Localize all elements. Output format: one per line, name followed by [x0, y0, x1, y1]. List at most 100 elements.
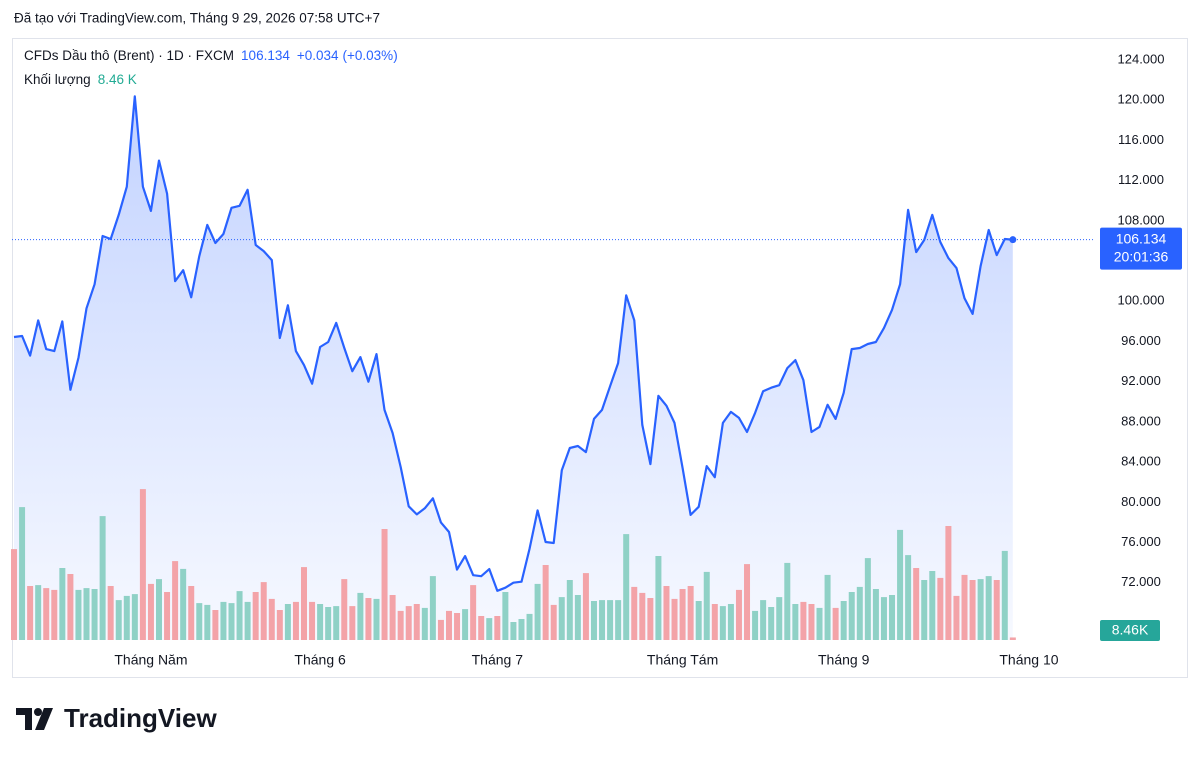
volume-bar: [977, 579, 984, 640]
volume-bar: [405, 606, 412, 640]
y-tick-label: 124.000: [1118, 52, 1165, 67]
volume-bar: [494, 616, 501, 640]
volume-bar: [703, 571, 710, 640]
volume-bar: [445, 610, 452, 640]
symbol-title: CFDs Dầu thô (Brent) · 1D · FXCM: [24, 48, 235, 63]
volume-bar: [91, 589, 98, 640]
y-tick-label: 100.000: [1118, 293, 1165, 308]
volume-bar: [429, 576, 436, 640]
price-box-value: 106.134: [1116, 230, 1167, 246]
volume-bar: [1009, 637, 1016, 640]
volume-bar: [147, 583, 154, 640]
volume-bar: [510, 622, 517, 640]
y-tick-label: 88.000: [1121, 413, 1161, 428]
y-tick-label: 116.000: [1118, 132, 1164, 147]
volume-bar: [937, 577, 944, 640]
volume-bar: [11, 549, 18, 640]
change: +0.034: [296, 48, 339, 63]
volume-bar: [969, 580, 976, 640]
volume-bar: [542, 565, 549, 640]
y-tick-label: 80.000: [1121, 494, 1161, 509]
volume-bar: [228, 603, 235, 640]
area: [14, 96, 1013, 641]
volume-bar: [711, 604, 718, 640]
volume-bar: [905, 555, 912, 640]
volume-bar: [913, 568, 920, 640]
volume-bar: [156, 579, 163, 640]
volume-bar: [59, 568, 66, 640]
volume-bar: [397, 610, 404, 640]
volume-bar: [993, 580, 1000, 640]
countdown: 20:01:36: [1114, 248, 1169, 264]
volume-bar: [687, 586, 694, 640]
volume-bar: [897, 529, 904, 640]
volume-bar: [268, 598, 275, 640]
y-tick-label: 112.000: [1118, 172, 1164, 187]
volume-bar: [671, 598, 678, 640]
volume-bar: [719, 606, 726, 640]
volume-box: [1100, 620, 1160, 641]
y-tick-label: 84.000: [1121, 454, 1161, 469]
volume-bar: [139, 489, 146, 640]
volume-bar: [566, 580, 573, 640]
volume-bar: [945, 526, 952, 640]
volume-name: Khối lượng: [24, 72, 91, 87]
volume-bar: [349, 606, 356, 640]
volume-bar: [816, 607, 823, 640]
volume-bar: [872, 589, 879, 640]
volume-bar: [744, 564, 751, 640]
volume-bar: [631, 586, 638, 640]
volume-bar: [188, 586, 195, 640]
volume-bar: [292, 601, 299, 640]
change-pct: (+0.03%): [342, 48, 398, 63]
volume-bar: [51, 589, 58, 640]
volume-bar: [373, 598, 380, 640]
x-tick-label: Tháng 6: [294, 652, 346, 668]
volume-bar: [590, 601, 597, 640]
volume-bar: [760, 600, 767, 640]
volume-bar: [413, 604, 420, 640]
volume-bar: [574, 595, 581, 640]
price-box: [1100, 227, 1182, 270]
volume-bar: [647, 598, 654, 640]
x-tick-label: Tháng Năm: [114, 652, 187, 668]
brand: TradingView: [64, 703, 217, 733]
x-tick-label: Tháng 9: [818, 652, 870, 668]
volume-bar: [486, 618, 493, 640]
volume-bar: [889, 595, 896, 640]
volume-bar: [735, 589, 742, 640]
volume-bar: [526, 613, 533, 640]
volume-bar: [333, 606, 340, 640]
volume-bar: [236, 591, 243, 640]
volume-bar: [985, 576, 992, 640]
y-tick-label: 108.000: [1118, 212, 1165, 227]
volume-bar: [115, 600, 122, 640]
volume-bar: [558, 597, 565, 640]
volume-bar: [727, 604, 734, 640]
volume-bar: [196, 603, 203, 640]
volume-bar: [252, 592, 259, 640]
volume-bar: [220, 601, 227, 640]
volume-bar: [43, 588, 50, 640]
volume-bar: [776, 597, 783, 640]
volume-bar: [204, 604, 211, 640]
volume-bar: [607, 600, 614, 640]
volume-bar: [808, 604, 815, 640]
volume-bar: [421, 607, 428, 640]
volume-bar: [824, 574, 831, 640]
volume-bar: [953, 595, 960, 640]
volume-bar: [848, 592, 855, 640]
volume-bar: [75, 589, 82, 640]
volume-bar: [695, 601, 702, 640]
volume-bar: [67, 574, 74, 640]
volume-bar: [107, 586, 114, 640]
legend-main: CFDs Dầu thô (Brent) · 1D · FXCM 106.134…: [24, 48, 398, 63]
volume-bar: [752, 610, 759, 640]
x-tick-label: Tháng 7: [472, 652, 524, 668]
volume-bar: [317, 604, 324, 640]
volume-bar: [615, 600, 622, 640]
volume-bar: [502, 592, 509, 640]
volume-bar: [800, 601, 807, 640]
volume-bar: [389, 595, 396, 640]
